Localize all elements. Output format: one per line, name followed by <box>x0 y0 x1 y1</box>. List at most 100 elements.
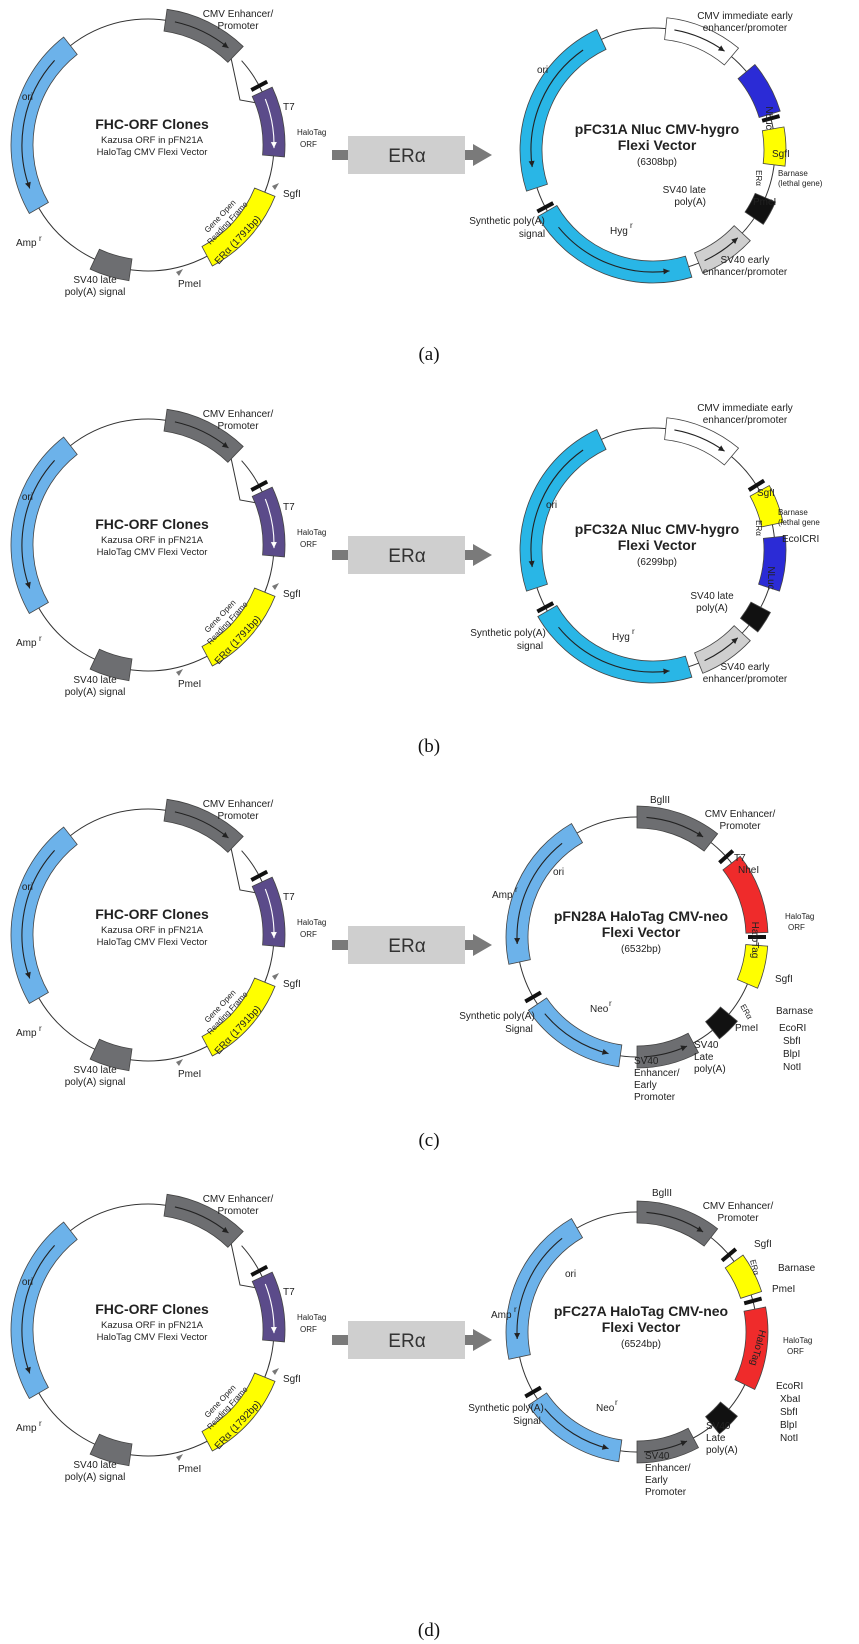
source-title: FHC-ORF Clones <box>95 1301 209 1317</box>
barnase-label-1: Barnase <box>778 169 808 178</box>
nluc-label: NLuc <box>763 106 774 129</box>
arrow-tail <box>332 150 348 160</box>
target-title-2: Flexi Vector <box>602 1319 681 1335</box>
ecoicri-label: EcoICRI <box>782 534 819 545</box>
t7-label: T7 <box>283 892 295 903</box>
source-subtitle2: HaloTag CMV Flexi Vector <box>97 147 208 158</box>
insert-box <box>348 536 465 574</box>
amp-block-arrow-head <box>514 937 521 945</box>
source-subtitle2: HaloTag CMV Flexi Vector <box>97 547 208 558</box>
barnase-block <box>724 1254 763 1299</box>
sv40-label-1: SV40 late <box>73 675 117 686</box>
bglii-label: BglII <box>650 795 670 806</box>
halotag-block-arrow-head <box>270 1327 277 1334</box>
synth-label-2: signal <box>519 229 545 240</box>
t7-site <box>250 1264 269 1277</box>
cmv-label-2: Promoter <box>719 821 761 832</box>
barnase-label-2: (lethal gene <box>778 518 820 527</box>
cmv-block <box>636 1200 719 1247</box>
cmv-promoter-block-arrow-head <box>221 1227 229 1234</box>
source-subtitle1: Kazusa ORF in pFN21A <box>101 135 204 146</box>
sv40early-label-1: SV40 early <box>721 255 770 266</box>
target-title-2: Flexi Vector <box>618 137 697 153</box>
sv40-late-block <box>705 1006 738 1040</box>
cmv-block <box>664 417 740 466</box>
synth-polya-tick <box>536 601 555 614</box>
sv40e-4: Promoter <box>645 1487 687 1498</box>
pmei-label: PmeI <box>178 1464 201 1475</box>
hyg-block-arrow-line <box>558 226 670 273</box>
halotag-block <box>251 86 286 158</box>
pmei-marker <box>176 1059 183 1066</box>
target-size: (6308bp) <box>637 157 677 168</box>
sv40-label-1: SV40 late <box>73 1065 117 1076</box>
arrow-shaft <box>465 150 473 160</box>
halotag-block-arrow-head <box>270 932 277 939</box>
barnase-label-1: Barnase <box>778 508 808 517</box>
era-label: ERα <box>748 1259 761 1277</box>
barnase-label: Barnase <box>778 1263 816 1274</box>
sv40early-label-2: enhancer/promoter <box>703 267 788 278</box>
cmv-label-2: Promoter <box>717 1213 759 1224</box>
sgfi-label: SgfI <box>754 1239 772 1250</box>
sgfi-label: SgfI <box>283 979 301 990</box>
sv40-polya-block <box>89 648 133 682</box>
neo-block-arrow-line <box>544 1013 609 1055</box>
arrow-tail <box>332 550 348 560</box>
cmv-label-1: CMV Enhancer/ <box>203 9 274 20</box>
target-size: (6524bp) <box>621 1339 661 1350</box>
sbfi-label: SbfI <box>783 1036 801 1047</box>
hyg-label: Hyg <box>612 632 630 643</box>
sv40late-label-1: SV40 late <box>690 591 734 602</box>
arrow-shaft <box>465 1335 473 1345</box>
cmv-label-1: CMV Enhancer/ <box>203 1194 274 1205</box>
sv40l-1: SV40 <box>706 1421 731 1432</box>
synth-label-1: Synthetic poly(A) <box>469 216 545 227</box>
sv40late-label-2: poly(A) <box>674 197 706 208</box>
insert-arrow: ERα <box>332 536 492 574</box>
synth-polya-tick <box>524 990 542 1004</box>
sgfi-tick <box>747 478 766 492</box>
sgfi-label: SgfI <box>772 149 790 160</box>
pmei-marker <box>176 1454 183 1461</box>
arrow-tail <box>332 940 348 950</box>
sv40early-label-2: enhancer/promoter <box>703 674 788 685</box>
backbone-circle <box>21 418 275 672</box>
ecori-label: EcoRI <box>779 1023 806 1034</box>
halotag-label-2: ORF <box>300 1325 317 1334</box>
pmei-label: PmeI <box>178 1069 201 1080</box>
blpi-label: BlpI <box>780 1420 797 1431</box>
halo-label-2: ORF <box>787 1347 804 1356</box>
sv40-early-block-arrow-head <box>731 637 738 644</box>
sv40l-3: poly(A) <box>694 1064 726 1075</box>
cmv-label-1: CMV Enhancer/ <box>705 809 776 820</box>
hyg-sup: r <box>630 221 633 230</box>
arrow-tail <box>332 1335 348 1345</box>
ori-block <box>519 428 607 592</box>
sv40late-label-2: poly(A) <box>696 603 728 614</box>
sv40-label-2: poly(A) signal <box>65 687 126 698</box>
cmv-label-1: CMV immediate early <box>697 403 793 414</box>
cmv-label-2: Promoter <box>217 21 259 32</box>
blpi-label: BlpI <box>783 1049 800 1060</box>
era-orf-block <box>201 1372 276 1452</box>
amp-sup-label: r <box>39 634 42 643</box>
arrow-head <box>473 544 492 566</box>
pmei-label: PmeI <box>753 197 776 208</box>
amp-block-arrow-line <box>516 1237 563 1340</box>
cmv-block-arrow-head <box>696 1226 704 1232</box>
barnase-block <box>761 126 787 167</box>
ori-label: ori <box>546 500 557 511</box>
amp-ori-block-arrow-head <box>25 1366 31 1374</box>
sv40-early-block-arrow-head <box>680 1440 688 1447</box>
amp-label: Amp <box>16 638 37 649</box>
amp-ori-block-arrow-head <box>25 971 31 979</box>
halotag-block <box>722 855 769 934</box>
sv40-early-block-arrow-head <box>731 237 738 244</box>
sv40-polya-block <box>89 1433 133 1467</box>
hyg-block <box>537 604 693 684</box>
